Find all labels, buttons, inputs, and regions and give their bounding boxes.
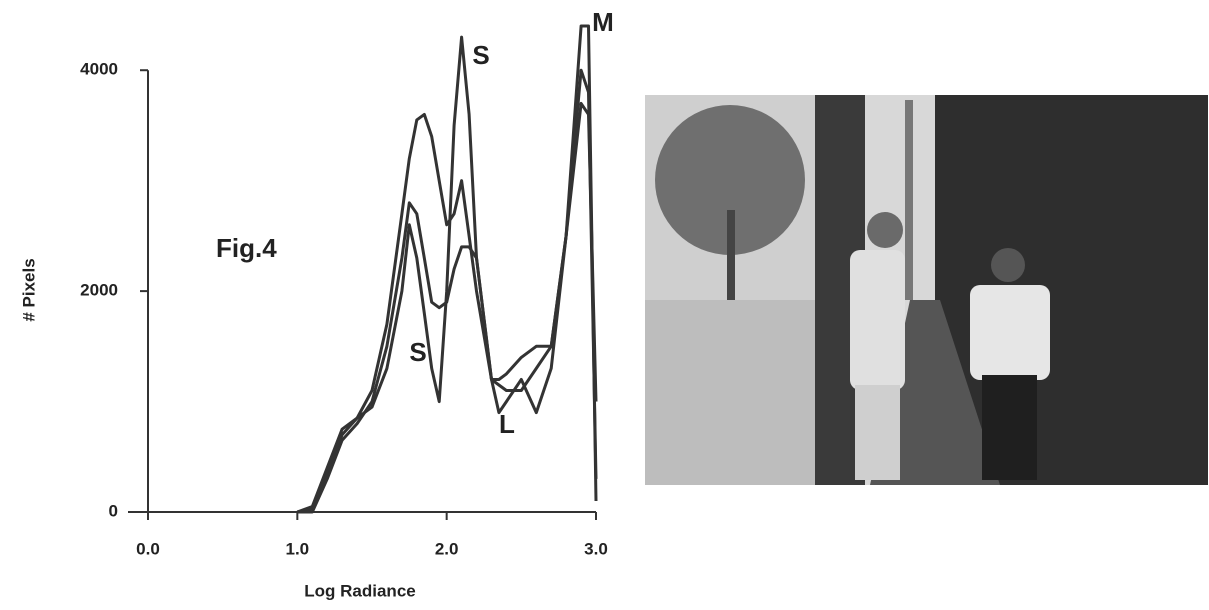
x-tick-label: 0.0 <box>136 539 160 558</box>
figure-label: Fig.4 <box>216 233 277 263</box>
series-line <box>297 68 598 514</box>
x-tick-label: 1.0 <box>286 539 310 558</box>
y-tick-label: 4000 <box>80 60 118 79</box>
y-tick-label: 0 <box>109 501 118 520</box>
x-tick-label: 3.0 <box>584 539 608 558</box>
x-axis-label: Log Radiance <box>304 581 415 600</box>
curve-label: L <box>499 409 515 439</box>
photo <box>645 95 1208 485</box>
x-tick-label: 2.0 <box>435 539 459 558</box>
y-axis-label: # Pixels <box>19 258 38 321</box>
y-tick-label: 2000 <box>80 281 118 300</box>
curve-label: M <box>592 7 614 37</box>
curve-label: S <box>409 337 426 367</box>
curve-label: S <box>472 40 489 70</box>
